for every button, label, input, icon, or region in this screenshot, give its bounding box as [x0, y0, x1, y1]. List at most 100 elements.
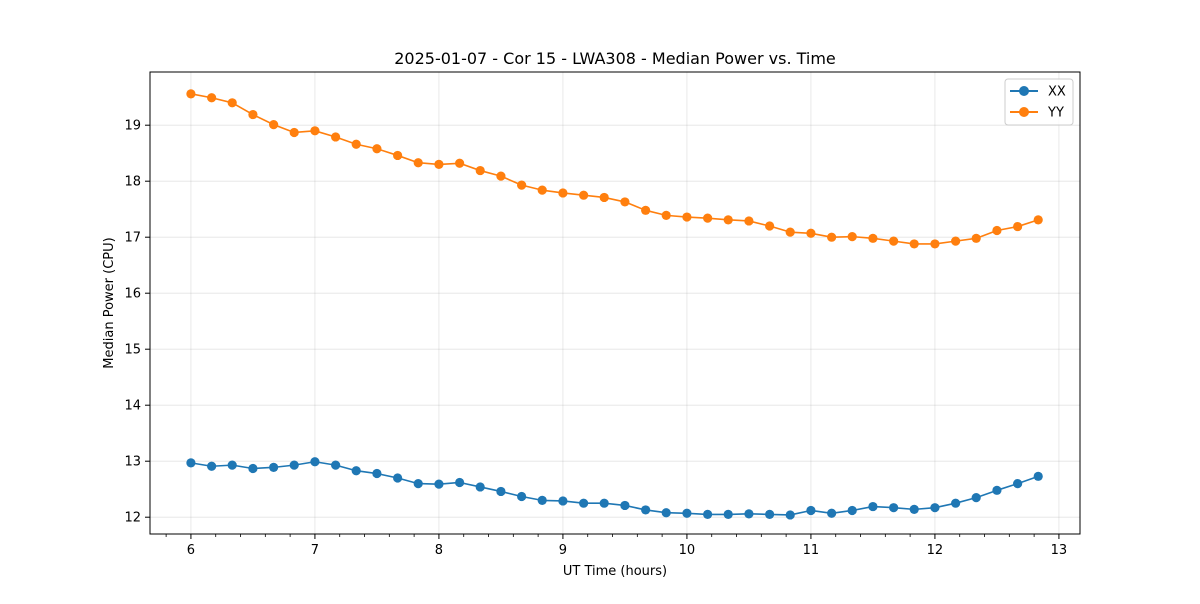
data-point-xx	[475, 482, 485, 492]
data-point-xx	[889, 503, 899, 513]
data-point-xx	[558, 496, 568, 506]
data-point-yy	[455, 158, 465, 168]
y-tick-label: 19	[124, 119, 141, 134]
data-point-yy	[951, 236, 961, 246]
data-point-xx	[1013, 479, 1023, 489]
data-point-xx	[393, 473, 403, 483]
data-point-xx	[517, 491, 527, 502]
data-point-yy	[310, 126, 320, 136]
data-point-yy	[289, 127, 299, 138]
data-point-xx	[248, 463, 258, 474]
series-yy	[186, 89, 1043, 249]
grid	[150, 72, 1080, 534]
data-point-yy	[765, 221, 775, 231]
data-point-xx	[827, 508, 837, 518]
data-point-yy	[723, 215, 733, 225]
data-point-yy	[351, 139, 361, 149]
data-point-yy	[1013, 221, 1023, 232]
chart-title: 2025-01-07 - Cor 15 - LWA308 - Median Po…	[394, 49, 836, 68]
data-point-xx	[992, 485, 1002, 495]
x-tick-label: 11	[803, 543, 820, 558]
data-point-xx	[227, 460, 237, 470]
data-point-xx	[269, 462, 279, 472]
data-point-xx	[496, 486, 506, 497]
data-point-yy	[682, 212, 692, 222]
data-point-xx	[971, 493, 981, 503]
data-point-yy	[517, 180, 527, 190]
x-tick-label: 10	[679, 543, 696, 558]
data-point-yy	[537, 185, 547, 195]
data-point-yy	[269, 120, 279, 130]
data-point-xx	[310, 457, 320, 467]
data-point-yy	[703, 213, 713, 223]
y-axis-label: Median Power (CPU)	[102, 237, 117, 368]
y-tick-label: 18	[124, 175, 141, 190]
legend-marker-yy	[1019, 107, 1029, 117]
data-point-yy	[847, 232, 857, 242]
data-point-xx	[661, 508, 671, 518]
legend-marker-xx	[1019, 86, 1029, 96]
data-point-yy	[331, 132, 341, 142]
data-point-yy	[744, 216, 754, 226]
data-point-xx	[951, 498, 961, 508]
x-tick-label: 7	[311, 543, 319, 558]
data-point-yy	[909, 239, 919, 249]
data-point-yy	[827, 232, 837, 242]
x-tick-label: 13	[1051, 543, 1068, 558]
series-xx	[186, 457, 1043, 520]
data-point-yy	[186, 89, 196, 99]
data-point-xx	[868, 501, 878, 512]
legend: XX YY	[1004, 78, 1074, 126]
legend-label-yy: YY	[1047, 106, 1064, 121]
data-point-yy	[889, 236, 899, 246]
data-point-xx	[682, 508, 692, 518]
data-point-yy	[1033, 215, 1043, 225]
data-point-xx	[351, 466, 361, 476]
plot-frame	[149, 71, 1081, 535]
x-tick-label: 12	[927, 543, 944, 558]
data-point-xx	[289, 460, 299, 470]
data-point-yy	[620, 197, 630, 207]
data-point-xx	[620, 500, 630, 511]
data-point-xx	[413, 479, 423, 489]
data-point-xx	[806, 505, 816, 516]
data-point-yy	[579, 190, 589, 200]
y-tick-label: 15	[124, 343, 141, 358]
data-point-xx	[909, 504, 919, 514]
data-point-yy	[207, 93, 217, 103]
data-point-yy	[413, 158, 423, 168]
data-point-xx	[455, 477, 465, 488]
x-tick-label: 8	[435, 543, 443, 558]
data-point-xx	[331, 460, 341, 470]
data-point-xx	[930, 503, 940, 513]
data-point-xx	[579, 498, 589, 508]
data-point-xx	[785, 510, 795, 520]
data-point-xx	[703, 509, 713, 519]
data-point-xx	[847, 505, 857, 516]
data-point-yy	[599, 192, 609, 203]
data-point-yy	[785, 227, 795, 237]
y-tick-label: 17	[124, 231, 141, 246]
legend-label-xx: XX	[1048, 85, 1066, 100]
data-point-xx	[744, 509, 754, 519]
data-point-xx	[1033, 471, 1043, 481]
data-point-xx	[537, 495, 547, 505]
x-tick-label: 9	[559, 543, 567, 558]
data-point-yy	[558, 188, 568, 198]
data-point-yy	[641, 205, 651, 215]
data-point-xx	[207, 461, 217, 471]
data-point-yy	[661, 210, 671, 220]
data-point-xx	[434, 479, 444, 489]
series-layer	[186, 89, 1043, 520]
y-tick-label: 13	[124, 455, 141, 470]
x-axis-label: UT Time (hours)	[563, 564, 667, 579]
data-point-xx	[723, 509, 733, 519]
data-point-yy	[475, 165, 485, 176]
data-point-yy	[434, 159, 444, 169]
axis-ticks: 6 7 8 9 10 11 12 13 12 13 14 15 16 17 18 19	[124, 119, 1067, 558]
x-tick-label: 6	[187, 543, 195, 558]
y-tick-label: 16	[124, 287, 141, 302]
